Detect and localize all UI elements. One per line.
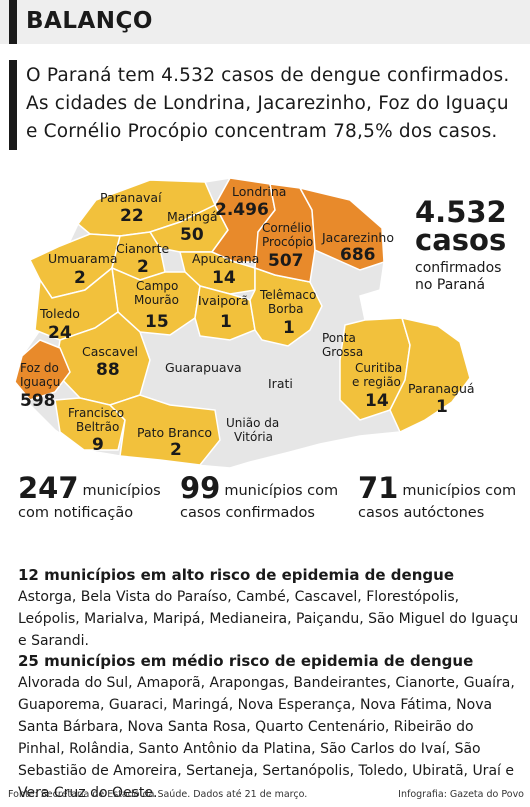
medium-risk-title: 25 municípios em médio risco de epidemia… xyxy=(18,652,474,670)
stat-autochthonous-value: 71 xyxy=(358,471,399,505)
total-unit: casos xyxy=(415,223,507,257)
header-banner: BALANÇO xyxy=(0,0,530,44)
stat-confirmed-label-2: casos confirmados xyxy=(180,505,315,521)
map-value-francisco-beltrao: 9 xyxy=(92,435,104,455)
map-label-cascavel: Cascavel xyxy=(82,344,138,359)
map-region-jacarezinho xyxy=(298,186,385,271)
high-risk-title: 12 municípios em alto risco de epidemia … xyxy=(18,566,454,584)
map-value-cornelio: 507 xyxy=(268,251,304,271)
header-accent-bar xyxy=(9,0,17,44)
map-label-irati: Irati xyxy=(268,376,293,391)
medium-risk-list: Alvorada do Sul, Amaporã, Arapongas, Ban… xyxy=(18,675,515,801)
map-region-francisco-beltrao xyxy=(54,397,126,451)
map-label-paranavai: Paranavaí xyxy=(100,190,162,205)
map-value-paranagua: 1 xyxy=(436,397,448,417)
map-value-maringa: 50 xyxy=(180,225,204,245)
map-label-foz: Foz do Iguaçu xyxy=(20,361,60,389)
map-label-pato-branco: Pato Branco xyxy=(137,425,212,440)
stat-notified: 247 municípios com notificação xyxy=(18,474,161,523)
map-value-pato-branco: 2 xyxy=(170,440,182,460)
high-risk-section: 12 municípios em alto risco de epidemia … xyxy=(18,564,523,652)
footer-source: Fonte: Secretaria de Estado da Saúde. Da… xyxy=(8,789,308,800)
map-value-paranavai: 22 xyxy=(120,206,144,226)
map-label-curitiba: Curitiba e região xyxy=(352,361,402,389)
map-label-guarapuava: Guarapuava xyxy=(165,360,242,375)
footer-credit: Infografia: Gazeta do Povo xyxy=(398,789,524,800)
high-risk-list: Astorga, Bela Vista do Paraíso, Cambé, C… xyxy=(18,589,519,649)
medium-risk-section: 25 municípios em médio risco de epidemia… xyxy=(18,650,523,804)
map-label-ivaipora: Ivaiporã xyxy=(198,293,249,308)
map-value-foz: 598 xyxy=(20,391,56,411)
map-label-cianorte: Cianorte xyxy=(116,241,169,256)
map-label-ponta-grossa: Ponta Grossa xyxy=(322,331,363,359)
map-label-paranagua: Paranaguá xyxy=(408,381,475,396)
map-value-curitiba: 14 xyxy=(365,391,389,411)
map-label-londrina: Londrina xyxy=(232,184,286,199)
map-region-foz xyxy=(14,339,71,401)
stat-confirmed-value: 99 xyxy=(180,471,221,505)
map-label-umuarama: Umuarama xyxy=(48,251,118,266)
map-region-ivaipora xyxy=(194,285,256,341)
stat-autochthonous-label: municípios com xyxy=(402,483,517,499)
map-value-campo-mourao: 15 xyxy=(145,312,169,332)
map-label-cornelio: Cornélio Procópio xyxy=(262,221,313,249)
stat-notified-label: municípios xyxy=(82,483,161,499)
map-value-ivaipora: 1 xyxy=(220,312,232,332)
map-value-cianorte: 2 xyxy=(137,257,149,277)
stat-notified-value: 247 xyxy=(18,471,79,505)
map-label-francisco-beltrao: Francisco Beltrão xyxy=(68,406,124,434)
map-value-londrina: 2.496 xyxy=(215,200,269,220)
map-label-jacarezinho: Jacarezinho xyxy=(321,230,394,245)
map-label-maringa: Maringá xyxy=(167,209,218,224)
map-label-uniao-da-vitoria: União da Vitória xyxy=(226,416,279,444)
total-label: confirmados no Paraná xyxy=(415,260,502,293)
map-label-apucarana: Apucarana xyxy=(192,251,259,266)
stat-autochthonous: 71 municípios com casos autóctones xyxy=(358,474,517,523)
total-cases: 4.532 casos confirmados no Paraná xyxy=(415,198,520,294)
map-region-cascavel xyxy=(54,311,151,406)
stat-confirmed-label: municípios com xyxy=(224,483,339,499)
map-value-apucarana: 14 xyxy=(212,268,236,288)
stat-confirmed: 99 municípios com casos confirmados xyxy=(180,474,339,523)
map-value-telemaco: 1 xyxy=(283,318,295,338)
map-label-toledo: Toledo xyxy=(39,306,80,321)
map-value-cascavel: 88 xyxy=(96,360,120,380)
intro-text: O Paraná tem 4.532 casos de dengue confi… xyxy=(26,65,510,142)
parana-map: Paranavaí 22 Londrina 2.496 Maringá 50 C… xyxy=(14,177,475,469)
stat-autochthonous-label-2: casos autóctones xyxy=(358,505,485,521)
map-region-pato-branco xyxy=(108,394,221,466)
total-value: 4.532 xyxy=(415,195,507,229)
map-value-toledo: 24 xyxy=(48,323,72,343)
page-title: BALANÇO xyxy=(26,8,153,34)
intro-accent-bar xyxy=(9,60,17,150)
map-value-umuarama: 2 xyxy=(74,268,86,288)
map-region-paranagua xyxy=(389,316,471,434)
map-label-telemaco: Telêmaco Borba xyxy=(259,288,316,316)
map-value-jacarezinho: 686 xyxy=(340,245,376,265)
stat-notified-label-2: com notificação xyxy=(18,505,134,521)
map-label-campo-mourao: Campo Mourão xyxy=(134,279,179,307)
